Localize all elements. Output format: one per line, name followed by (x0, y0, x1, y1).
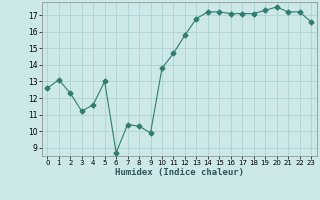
X-axis label: Humidex (Indice chaleur): Humidex (Indice chaleur) (115, 168, 244, 177)
